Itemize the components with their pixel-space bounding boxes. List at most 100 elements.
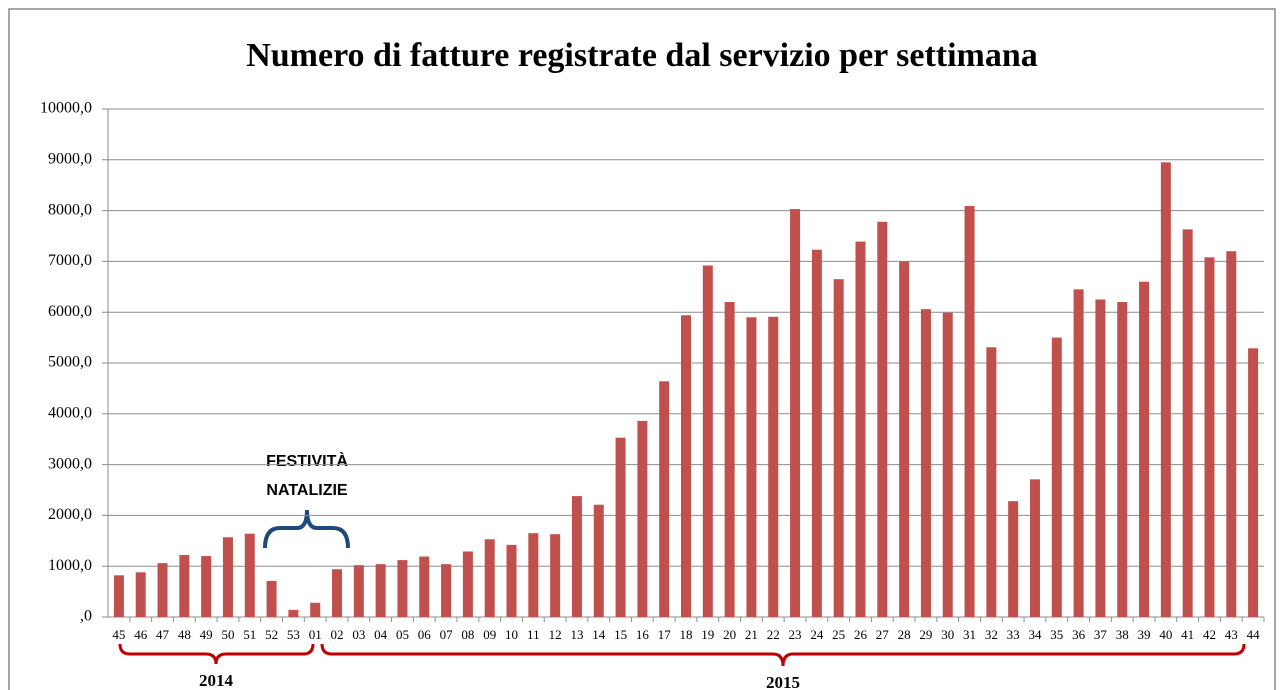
bar [332,569,343,617]
x-tick-label: 39 [1138,627,1151,642]
bar [877,221,888,617]
x-tick-label: 36 [1072,627,1086,642]
x-tick-label: 35 [1050,627,1063,642]
x-tick-label: 53 [287,627,300,642]
bar [1117,302,1128,617]
year-brace [320,643,1246,667]
bar [1008,501,1019,617]
x-tick-label: 13 [570,627,583,642]
bar [681,315,691,617]
bar [571,496,582,617]
bar [157,563,168,617]
chart-title: Numero di fatture registrate dal servizi… [246,37,1038,74]
y-tick-label: 3000,0 [48,455,92,472]
bar [288,609,299,617]
bar [899,261,910,617]
year-brace [118,643,315,665]
x-tick-label: 27 [876,627,890,642]
bar [135,572,146,617]
x-tick-label: 09 [483,627,496,642]
x-tick-label: 44 [1247,627,1261,642]
y-tick-label: 2000,0 [48,506,92,523]
bar [441,564,452,617]
bar [724,302,735,617]
x-tick-label: 15 [614,627,627,642]
bar [1226,251,1237,618]
x-tick-label: 45 [112,627,125,642]
x-tick-label: 46 [134,627,148,642]
x-tick-label: 21 [745,627,758,642]
x-tick-label: 14 [592,627,606,642]
y-tick-label: 8000,0 [48,201,92,218]
bar [528,533,539,617]
bar [222,537,233,617]
bar [1029,479,1040,617]
bar [702,265,713,617]
y-tick-label: 1000,0 [48,557,92,574]
bar [244,533,255,617]
annotation: NATALIZIE [266,482,348,499]
bar [310,602,321,617]
bar [790,209,801,618]
y-tick-label: 6000,0 [48,303,92,320]
bar [266,580,277,617]
x-tick-label: 29 [919,627,932,642]
chart-frame [8,8,1276,690]
bar [746,317,757,617]
x-tick-label: 19 [701,627,714,642]
x-tick-label: 52 [265,627,278,642]
bar [375,564,386,617]
bar [1182,229,1193,617]
bar [768,316,779,617]
x-tick-label: 01 [309,627,322,642]
bar [659,381,670,617]
x-tick-label: 16 [636,627,650,642]
x-tick-label: 12 [549,627,562,642]
bar [615,437,626,617]
x-tick-label: 38 [1116,627,1129,642]
x-tick-label: 47 [156,627,170,642]
bar [179,555,190,617]
bar [942,312,953,617]
x-tick-label: 11 [527,627,540,642]
x-tick-label: 42 [1203,627,1216,642]
annotation: 2015 [766,673,800,690]
x-tick-label: 24 [810,627,824,642]
x-tick-label: 30 [941,627,954,642]
x-tick-label: 05 [396,627,409,642]
bar [855,241,866,617]
x-tick-label: 25 [832,627,845,642]
x-tick-label: 18 [680,627,693,642]
bar [1204,257,1215,617]
y-tick-label: 5000,0 [48,354,92,371]
x-tick-label: 22 [767,627,780,642]
bar [986,347,997,617]
bar [1051,337,1062,617]
bar [397,560,408,617]
bar [920,309,931,617]
bar [1139,281,1150,617]
x-tick-label: 10 [505,627,518,642]
bar [201,556,212,617]
bar [419,556,430,617]
bar [353,565,364,617]
bar [1160,162,1171,617]
bar [550,534,561,617]
y-tick-label: 7000,0 [48,252,92,269]
y-tick-label: 9000,0 [48,150,92,167]
x-tick-label: 20 [723,627,736,642]
x-tick-label: 31 [963,627,976,642]
x-tick-label: 40 [1159,627,1172,642]
x-tick-label: 49 [200,627,213,642]
x-tick-label: 33 [1007,627,1020,642]
x-tick-label: 43 [1225,627,1238,642]
x-tick-label: 28 [898,627,911,642]
x-tick-label: 32 [985,627,998,642]
y-tick-label: 4000,0 [48,404,92,421]
annotation: 2014 [199,671,234,690]
bar [484,539,495,617]
x-tick-label: 48 [178,627,191,642]
x-tick-label: 51 [243,627,256,642]
x-tick-label: 03 [352,627,365,642]
